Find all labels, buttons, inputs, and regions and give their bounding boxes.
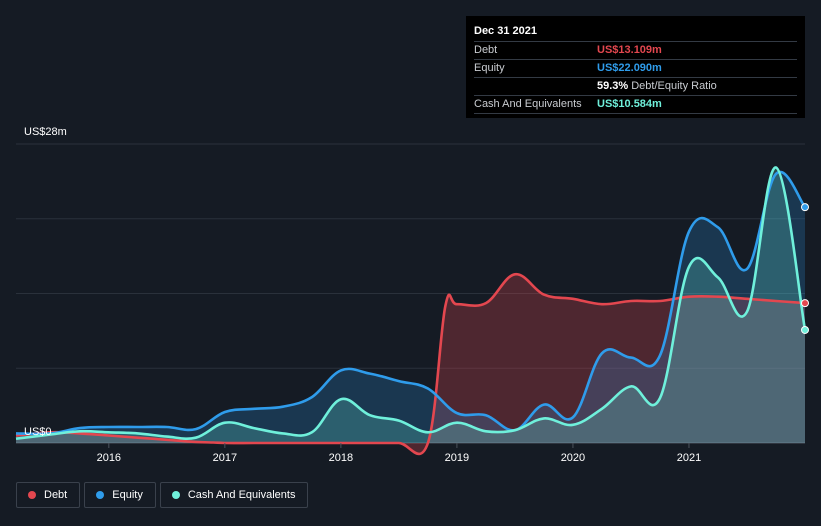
grid-lines — [16, 143, 805, 444]
cash-and-equivalents-line — [15, 166, 807, 440]
chart-area: 2016 2017 2018 2019 2020 2021 US$28m US$0 — [15, 126, 809, 464]
legend-label-debt: Debt — [44, 489, 68, 501]
tooltip-row-ratio: 59.3% Debt/Equity Ratio — [474, 77, 797, 95]
tooltip-row-debt: Debt US$13.109m — [474, 41, 797, 59]
x-tick-label: 2017 — [213, 452, 237, 464]
tooltip-cash-value: US$10.584m — [597, 98, 662, 110]
x-tick-label: 2019 — [445, 452, 469, 464]
legend-dot-debt — [28, 491, 36, 499]
cash-and-equivalents-area — [16, 167, 805, 444]
equity-end-marker — [801, 203, 809, 212]
legend-label-equity: Equity — [112, 489, 143, 501]
x-tick-label: 2016 — [97, 452, 121, 464]
x-axis-ticks: 2016 2017 2018 2019 2020 2021 — [97, 443, 701, 464]
debt-area — [16, 274, 805, 454]
tooltip-ratio-caption: Debt/Equity Ratio — [631, 80, 717, 92]
x-tick-label: 2021 — [677, 452, 701, 464]
tooltip-row-cash: Cash And Equivalents US$10.584m — [474, 95, 797, 114]
legend-dot-equity — [96, 491, 105, 499]
equity-line — [15, 170, 807, 436]
tooltip-ratio-value: 59.3% — [597, 80, 629, 92]
y-axis-max-label: US$28m — [24, 126, 67, 138]
y-axis-min-label: US$0 — [24, 426, 52, 438]
series-lines — [15, 166, 807, 456]
legend-dot-cash — [171, 491, 180, 499]
x-tick-label: 2020 — [561, 452, 585, 464]
x-tick-label: 2018 — [329, 452, 353, 464]
chart-legend: Debt Equity Cash And Equivalents — [16, 482, 309, 510]
data-tooltip: Dec 31 2021 Debt US$13.109m Equity US$22… — [466, 16, 805, 118]
tooltip-cash-label: Cash And Equivalents — [474, 98, 582, 110]
debt-end-marker — [801, 299, 809, 308]
end-markers — [801, 203, 809, 334]
cash-and-equivalents-end-marker — [801, 325, 809, 334]
tooltip-equity-value: US$22.090m — [597, 62, 662, 74]
legend-label-cash: Cash And Equivalents — [187, 489, 296, 501]
legend-item-cash[interactable]: Cash And Equivalents — [159, 482, 309, 508]
series-areas — [16, 167, 805, 454]
tooltip-row-equity: Equity US$22.090m — [474, 59, 797, 77]
legend-item-debt[interactable]: Debt — [16, 482, 81, 508]
equity-area — [16, 171, 805, 443]
legend-item-equity[interactable]: Equity — [84, 482, 156, 508]
tooltip-date: Dec 31 2021 — [474, 25, 537, 37]
tooltip-equity-label: Equity — [474, 62, 505, 74]
tooltip-debt-value: US$13.109m — [597, 44, 662, 56]
tooltip-ratio-label — [474, 78, 597, 95]
tooltip-debt-label: Debt — [474, 44, 498, 56]
debt-line — [15, 272, 806, 456]
